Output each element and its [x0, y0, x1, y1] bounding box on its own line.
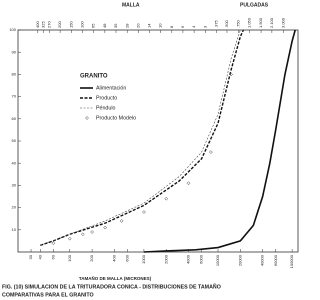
top-tick-label: 1.050 [247, 17, 252, 28]
top-tick-label: 10 [158, 23, 163, 28]
top-tick-label: .500 [224, 19, 229, 28]
top-axis-title-2: PULGADAS [240, 2, 269, 8]
data-point [142, 210, 146, 214]
top-tick-label: 28 [124, 23, 129, 28]
top-tick-label: 3.000 [280, 17, 285, 28]
y-tick-label: 10 [12, 227, 17, 232]
x-tick-label: 6000 [199, 254, 204, 264]
data-point [186, 181, 191, 186]
top-tick-label: 1.500 [258, 17, 263, 28]
x-tick-label: 600 [125, 254, 130, 261]
x-tick-label: 1000 [141, 254, 146, 264]
y-tick-label: 30 [12, 182, 17, 187]
data-point [208, 150, 213, 154]
y-tick-label: 20 [12, 205, 17, 210]
series-line [40, 29, 241, 246]
x-tick-label: 60000 [273, 254, 278, 266]
x-tick-label: 10000 [215, 254, 220, 266]
y-tick-label: 70 [12, 94, 17, 99]
top-tick-label: 20 [135, 23, 140, 28]
x-tick-label: 4000 [186, 254, 191, 264]
y-tick-label: 60 [12, 116, 17, 121]
top-tick-label: 4 [191, 25, 196, 28]
y-tick-label: 80 [12, 71, 17, 76]
data-point [67, 236, 72, 241]
y-tick-label: 40 [12, 160, 17, 165]
y-tick-label: 100 [9, 27, 16, 32]
series-line [40, 29, 245, 247]
x-tick-label: 40000 [260, 254, 265, 266]
data-point [51, 241, 56, 245]
top-tick-label: 100 [80, 21, 85, 28]
x-tick-label: 30 [28, 254, 33, 259]
top-tick-label: 200 [57, 21, 62, 28]
legend-label: Producto [96, 95, 117, 101]
top-tick-label: 2.100 [269, 17, 274, 28]
x-tick-label: 100 [67, 254, 72, 261]
top-tick-label: 3 [202, 25, 207, 28]
legend-label: Péndulo [96, 105, 115, 111]
x-tick-label: 20000 [237, 254, 242, 266]
x-tick-label: 100000 [289, 254, 294, 268]
y-tick-label: 90 [12, 49, 17, 54]
data-point [103, 225, 108, 230]
legend-label: Producto Modelo [96, 115, 136, 121]
top-tick-label: 150 [68, 21, 73, 28]
data-point [90, 230, 94, 234]
chart-subtitle: COMPARATIVAS PARA EL GRANITO [2, 292, 94, 298]
x-tick-label: 40 [37, 254, 42, 259]
top-tick-label: 270 [46, 21, 51, 28]
x-axis-title: TAMAÑO DE MALLA (MICRONES) [79, 275, 152, 281]
x-tick-label: 2000 [163, 254, 168, 264]
top-tick-label: 325 [40, 21, 45, 28]
data-point [80, 232, 85, 237]
top-axis-title: MALLA [122, 2, 140, 8]
legend-marker [85, 116, 89, 120]
data-point [119, 219, 124, 223]
y-tick-label: 50 [12, 138, 17, 143]
top-tick-label: 35 [113, 23, 118, 28]
top-tick-label: 8 [169, 25, 174, 28]
top-tick-label: 6 [180, 25, 185, 28]
data-point [229, 72, 233, 77]
chart-title: FIG. (10) SIMULACION DE LA TRITURADORA C… [2, 283, 221, 290]
legend-label: Alimentación [96, 85, 126, 91]
top-tick-label: 14 [147, 23, 152, 28]
series-line [143, 29, 296, 253]
top-tick-label: 48 [102, 23, 107, 28]
top-tick-label: 400 [35, 21, 40, 28]
top-tick-label: .750 [236, 19, 241, 28]
x-tick-label: 60 [50, 254, 55, 259]
x-tick-label: 200 [89, 254, 94, 261]
legend-title: GRANITO [80, 74, 108, 80]
chart: MALLA PULGADAS TAMAÑO DE MALLA (MICRONES… [2, 2, 299, 298]
top-tick-label: 65 [91, 23, 96, 28]
x-tick-label: 400 [111, 254, 116, 261]
data-point [164, 196, 169, 201]
top-tick-label: .375 [213, 19, 218, 28]
